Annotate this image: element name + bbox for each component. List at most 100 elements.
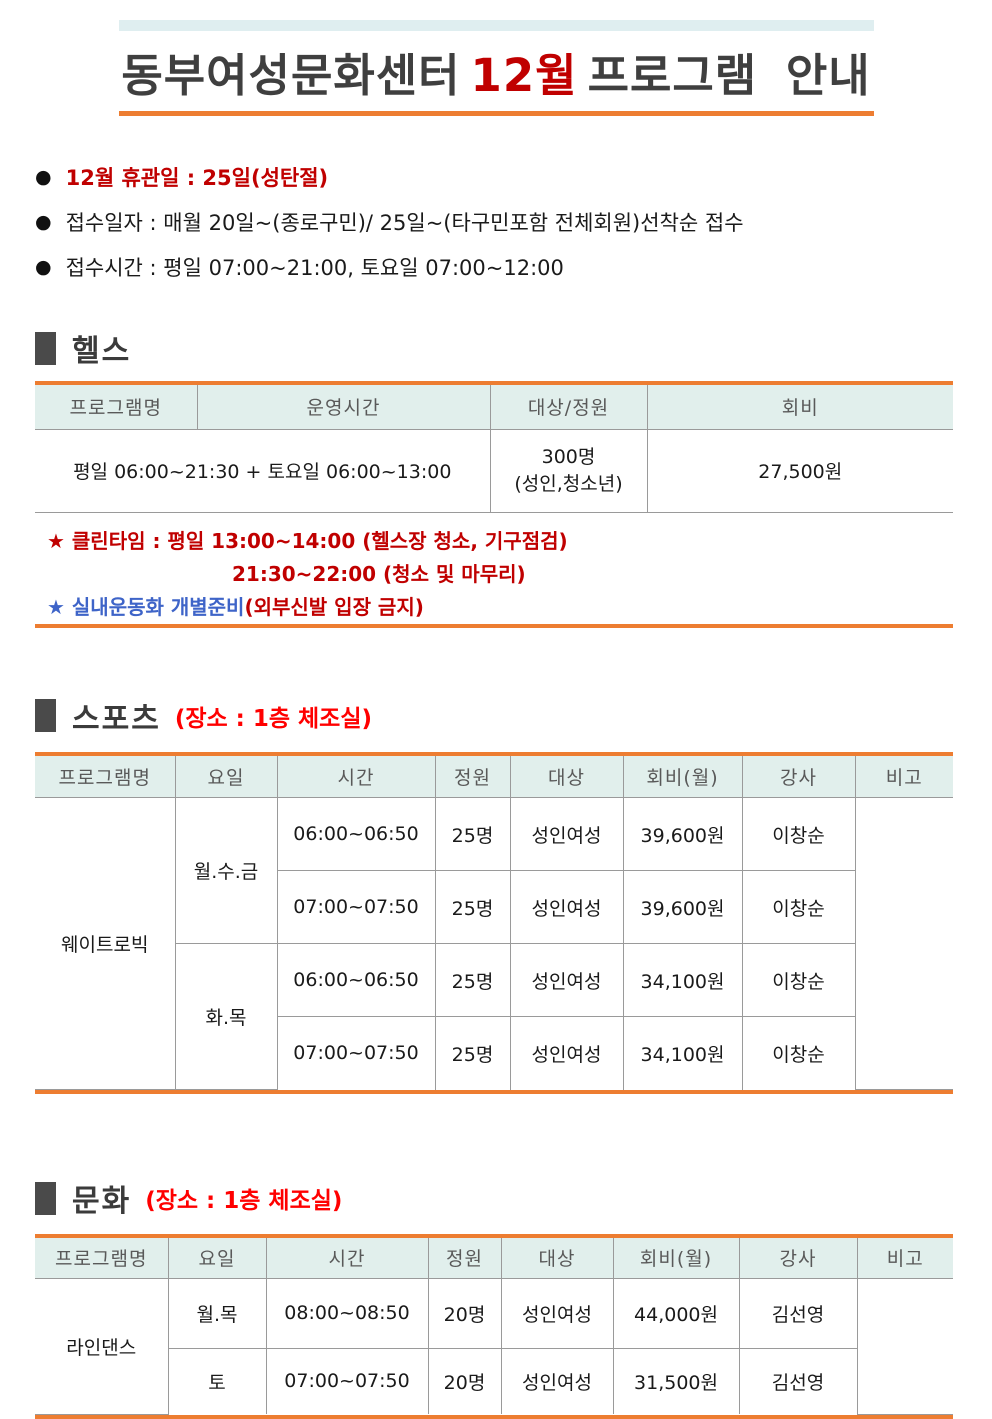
cell-instructor: 이창순 xyxy=(741,870,855,944)
cell-fee: 39,600원 xyxy=(622,797,743,871)
circle-bullet-icon: ● xyxy=(35,165,52,188)
cell-fee: 27,500원 xyxy=(646,428,953,513)
col-header-fee: 회비(월) xyxy=(612,1238,740,1279)
col-header-instructor: 강사 xyxy=(741,755,856,798)
cell-instructor: 김선영 xyxy=(738,1277,858,1349)
table-row: 07:00~07:50 25명 성인여성 34,100원 이창순 xyxy=(35,1016,953,1090)
cell-schedule: 평일 06:00~21:30 + 토요일 06:00~13:00 xyxy=(35,428,491,513)
notice-registration-date: ● 접수일자 : 매월 20일~(종로구민)/ 25일~(타구민포함 전체회원)… xyxy=(35,207,992,237)
section-location: (장소 : 1층 체조실) xyxy=(145,1188,343,1214)
cell-time: 07:00~07:50 xyxy=(277,870,436,944)
square-bullet-icon xyxy=(35,1181,56,1215)
cell-target: 성인여성 xyxy=(509,1016,624,1090)
col-header-program: 프로그램명 xyxy=(35,1238,169,1279)
cell-fee: 34,100원 xyxy=(622,943,743,1017)
col-header-target-capacity: 대상/정원 xyxy=(489,385,648,430)
table-header-row: 프로그램명 요일 시간 정원 대상 회비(월) 강사 비고 xyxy=(35,1238,953,1279)
note-shoes-blue: ★ 실내운동화 개별준비 xyxy=(47,594,245,619)
col-header-days: 요일 xyxy=(167,1238,267,1279)
cell-target: 성인여성 xyxy=(500,1347,614,1414)
cell-instructor: 이창순 xyxy=(741,797,856,871)
cell-program: 웨이트로빅 xyxy=(35,797,176,1090)
cell-fee: 44,000원 xyxy=(612,1277,740,1349)
title-month: 12월 xyxy=(470,49,578,102)
cell-fee: 34,100원 xyxy=(622,1016,743,1090)
col-header-program: 프로그램명 xyxy=(35,755,176,798)
table-header-row: 프로그램명 요일 시간 정원 대상 회비(월) 강사 비고 xyxy=(35,755,953,798)
col-header-program: 프로그램명 xyxy=(35,385,198,430)
section-heading-health: 헬스 xyxy=(35,326,992,370)
cell-time: 06:00~06:50 xyxy=(276,797,436,871)
capacity-target: (성인,청소년) xyxy=(514,472,623,495)
square-bullet-icon xyxy=(35,331,56,365)
notice-list: ● 12월 휴관일 : 25일(성탄절) ● 접수일자 : 매월 20일~(종로… xyxy=(35,162,992,282)
cell-fee: 39,600원 xyxy=(622,870,743,944)
section-title: 스포츠 xyxy=(72,701,161,737)
cell-time: 07:00~07:50 xyxy=(265,1347,429,1414)
col-header-remarks: 비고 xyxy=(854,755,953,798)
notice-text: 12월 휴관일 : 25일(성탄절) xyxy=(65,166,329,190)
col-header-days: 요일 xyxy=(174,755,278,798)
note-shoes-red: (외부신발 입장 금지) xyxy=(244,594,424,619)
col-header-hours: 운영시간 xyxy=(196,385,491,430)
notice-text: 접수일자 : 매월 20일~(종로구민)/ 25일~(타구민포함 전체회원)선착… xyxy=(65,211,744,235)
square-bullet-icon xyxy=(35,699,56,732)
col-header-time: 시간 xyxy=(265,1238,429,1279)
col-header-remarks: 비고 xyxy=(856,1238,953,1279)
note-clean-time-2: 21:30~22:00 (청소 및 마무리) xyxy=(232,561,526,586)
capacity-count: 300명 xyxy=(541,445,596,468)
col-header-instructor: 강사 xyxy=(738,1238,858,1279)
title-block: 동부여성문화센터 12월 프로그램 안내 xyxy=(118,20,874,116)
cell-remarks xyxy=(854,797,953,1090)
cell-remarks xyxy=(856,1277,953,1415)
note-shoes: ★ 실내운동화 개별준비(외부신발 입장 금지) xyxy=(47,591,943,624)
section-heading-culture: 문화 (장소 : 1층 체조실) xyxy=(35,1176,992,1220)
cell-time: 08:00~08:50 xyxy=(265,1277,429,1349)
cell-capacity: 20명 xyxy=(427,1347,502,1414)
cell-capacity: 300명 (성인,청소년) xyxy=(489,428,648,513)
col-header-target: 대상 xyxy=(500,1238,614,1279)
cell-program: 라인댄스 xyxy=(35,1277,169,1415)
cell-capacity: 25명 xyxy=(434,797,511,871)
cell-days: 토 xyxy=(168,1347,267,1414)
cell-capacity: 20명 xyxy=(427,1277,502,1349)
cell-time: 06:00~06:50 xyxy=(276,943,436,1017)
cell-target: 성인여성 xyxy=(509,943,624,1017)
cell-instructor: 이창순 xyxy=(741,1016,855,1090)
cell-capacity: 25명 xyxy=(434,870,511,944)
sports-table: 프로그램명 요일 시간 정원 대상 회비(월) 강사 비고 웨이트로빅 월.수.… xyxy=(35,751,953,1094)
health-table: 프로그램명 운영시간 대상/정원 회비 평일 06:00~21:30 + 토요일… xyxy=(35,381,953,628)
table-row: 라인댄스 월.목 08:00~08:50 20명 성인여성 44,000원 김선… xyxy=(35,1277,953,1415)
table-row: 토 07:00~07:50 20명 성인여성 31,500원 김선영 xyxy=(35,1347,953,1414)
notice-closure: ● 12월 휴관일 : 25일(성탄절) xyxy=(35,162,992,192)
cell-days: 월.수.금 xyxy=(174,797,278,944)
cell-days: 화.목 xyxy=(175,943,278,1090)
col-header-target: 대상 xyxy=(509,755,624,798)
table-row: 평일 06:00~21:30 + 토요일 06:00~13:00 300명 (성… xyxy=(35,428,953,513)
cell-capacity: 25명 xyxy=(434,943,511,1017)
note-clean-time: ★ 클린타임 : 평일 13:00~14:00 (헬스장 청소, 기구점검) xyxy=(47,528,568,553)
col-header-fee: 회비 xyxy=(646,385,953,430)
table-note-row: ★ 클린타임 : 평일 13:00~14:00 (헬스장 청소, 기구점검) 2… xyxy=(35,511,953,624)
cell-target: 성인여성 xyxy=(500,1277,614,1349)
col-header-capacity: 정원 xyxy=(427,1238,502,1279)
circle-bullet-icon: ● xyxy=(35,210,52,233)
section-heading-sports: 스포츠 (장소 : 1층 체조실) xyxy=(35,694,992,738)
cell-notes: ★ 클린타임 : 평일 13:00~14:00 (헬스장 청소, 기구점검) 2… xyxy=(35,511,953,624)
culture-table: 프로그램명 요일 시간 정원 대상 회비(월) 강사 비고 라인댄스 월.목 0… xyxy=(35,1234,953,1419)
title-underline xyxy=(118,111,874,116)
title-suffix: 프로그램 안내 xyxy=(587,49,871,102)
table-header-row: 프로그램명 운영시간 대상/정원 회비 xyxy=(35,385,953,430)
col-header-capacity: 정원 xyxy=(434,755,511,798)
cell-capacity: 25명 xyxy=(434,1016,511,1090)
cell-instructor: 김선영 xyxy=(738,1347,857,1414)
title-prefix: 동부여성문화센터 xyxy=(121,49,461,102)
page-title: 동부여성문화센터 12월 프로그램 안내 xyxy=(119,39,874,104)
section-title: 문화 xyxy=(72,1184,132,1219)
table-row: 화.목 06:00~06:50 25명 성인여성 34,100원 이창순 xyxy=(35,943,953,1090)
table-row: 웨이트로빅 월.수.금 06:00~06:50 25명 성인여성 39,600원… xyxy=(35,797,953,1090)
cell-days: 월.목 xyxy=(167,1277,267,1349)
title-top-bar xyxy=(118,20,874,31)
notice-text: 접수시간 : 평일 07:00~21:00, 토요일 07:00~12:00 xyxy=(65,256,564,280)
